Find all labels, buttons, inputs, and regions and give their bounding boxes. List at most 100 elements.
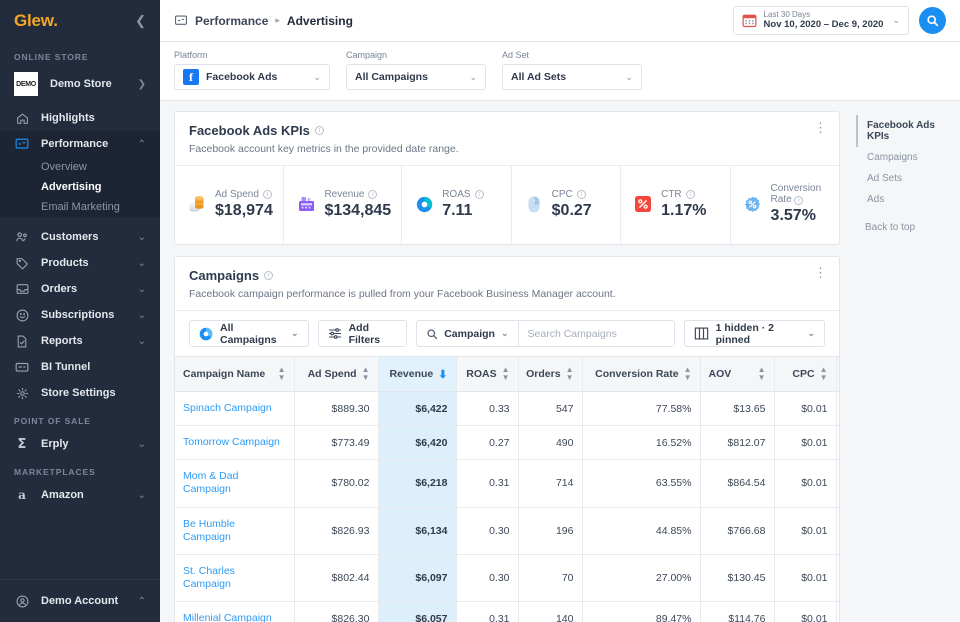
col-cpc[interactable]: CPC ▲ ▼ <box>774 356 837 392</box>
table-row[interactable]: Spinach Campaign $889.30 $6,422 0.33 547… <box>175 391 839 427</box>
sidebar-item-label: Reports <box>41 335 83 347</box>
add-filters-button[interactable]: Add Filters <box>317 320 408 347</box>
main-region: Performance ▸ Advertising Last 30 Days N… <box>160 0 960 622</box>
global-search-button[interactable] <box>919 7 946 34</box>
info-icon[interactable]: i <box>368 189 378 199</box>
app-logo[interactable]: Glew. <box>14 11 58 30</box>
col-conversion-rate[interactable]: Conversion Rate ▲ ▼ <box>582 356 701 392</box>
breadcrumb-current: Advertising <box>286 13 353 28</box>
cell-orders: 547 <box>518 391 583 427</box>
rail-item-ad-sets[interactable]: Ad Sets <box>867 173 903 184</box>
kpi-text: CPC i $0.27 <box>552 189 592 220</box>
info-icon[interactable]: i <box>264 271 274 280</box>
sidebar-item-orders[interactable]: Orders ⌄ <box>0 276 160 302</box>
info-icon[interactable]: i <box>576 189 586 199</box>
top-bar: Performance ▸ Advertising Last 30 Days N… <box>160 0 960 42</box>
kpi-conversion-rate: Conversion Rate i 3.57% <box>731 166 839 244</box>
col-ad-spend[interactable]: Ad Spend ▲ ▼ <box>294 356 379 392</box>
table-body: Spinach Campaign $889.30 $6,422 0.33 547… <box>175 391 839 622</box>
platform-select[interactable]: f Facebook Ads ⌄ <box>174 64 330 90</box>
sidebar-item-store-settings[interactable]: Store Settings <box>0 380 160 406</box>
table-row[interactable]: St. Charles Campaign $802.44 $6,097 0.30… <box>175 554 839 603</box>
sidebar: Glew. ❮ ONLINE STORE DEMO Demo Store ❯ H… <box>0 0 160 622</box>
info-icon[interactable]: i <box>474 189 484 199</box>
cell-orders: 490 <box>518 425 583 461</box>
sidebar-item-customers[interactable]: Customers ⌄ <box>0 224 160 250</box>
col-roas[interactable]: ROAS ▲ ▼ <box>456 356 519 392</box>
search-input[interactable] <box>518 321 674 346</box>
rail-item-ads[interactable]: Ads <box>867 194 885 205</box>
cell-campaign-name[interactable]: Be Humble Campaign <box>175 507 295 555</box>
sidebar-item-label: Subscriptions <box>41 309 115 321</box>
sort-icon: ▲ ▼ <box>757 365 766 382</box>
campaign-select[interactable]: All Campaigns ⌄ <box>346 64 486 90</box>
sidebar-collapse-icon[interactable]: ❮ <box>135 13 146 28</box>
cell-spacer <box>836 601 839 622</box>
table-row[interactable]: Millenial Campaign $826.30 $6,057 0.31 1… <box>175 601 839 622</box>
kpi-row: Ad Spend i $18,974 Revenue i $134,845 <box>175 165 839 244</box>
store-switcher[interactable]: DEMO Demo Store ❯ <box>0 67 160 105</box>
sidebar-item-account[interactable]: Demo Account ⌃ <box>0 588 160 614</box>
columns-button[interactable]: 1 hidden · 2 pinned ⌄ <box>683 320 825 347</box>
table-row[interactable]: Tomorrow Campaign $773.49 $6,420 0.27 49… <box>175 425 839 461</box>
table-row[interactable]: Mom & Dad Campaign $780.02 $6,218 0.31 7… <box>175 459 839 508</box>
cell-campaign-name[interactable]: Millenial Campaign <box>175 601 295 622</box>
cell-roas: 0.31 <box>456 601 519 622</box>
col-aov[interactable]: AOV ▲ ▼ <box>700 356 775 392</box>
sidebar-item-reports[interactable]: Reports ⌄ <box>0 328 160 354</box>
cell-revenue: $6,134 <box>378 507 457 555</box>
info-icon[interactable]: i <box>262 189 272 199</box>
cell-campaign-name[interactable]: Mom & Dad Campaign <box>175 459 295 508</box>
col-orders[interactable]: Orders ▲ ▼ <box>518 356 583 392</box>
users-icon <box>14 230 30 244</box>
date-range-value: Nov 10, 2020 – Dec 9, 2020 <box>763 18 884 30</box>
cell-orders: 714 <box>518 459 583 508</box>
col-revenue[interactable]: Revenue ⬇ <box>378 356 457 392</box>
back-to-top-link[interactable]: Back to top <box>865 222 916 233</box>
ad-set-select[interactable]: All Ad Sets ⌄ <box>502 64 642 90</box>
cell-campaign-name[interactable]: St. Charles Campaign <box>175 554 295 603</box>
sidebar-item-bi-tunnel[interactable]: BI Tunnel <box>0 354 160 380</box>
date-range-picker[interactable]: Last 30 Days Nov 10, 2020 – Dec 9, 2020 … <box>732 6 909 35</box>
sidebar-subitem-email-marketing[interactable]: Email Marketing <box>0 197 160 217</box>
col-spacer <box>836 356 839 392</box>
sort-icon: ▲ ▼ <box>819 365 828 382</box>
sidebar-item-highlights[interactable]: Highlights <box>0 105 160 131</box>
rail-item-campaigns[interactable]: Campaigns <box>867 152 918 163</box>
table-header: Campaign Name ▲ ▼ Ad Spend ▲ ▼ Revenue ⬇ <box>175 356 839 392</box>
table-row[interactable]: Be Humble Campaign $826.93 $6,134 0.30 1… <box>175 507 839 555</box>
sidebar-item-erply[interactable]: Σ Erply ⌄ <box>0 431 160 457</box>
info-icon[interactable]: i <box>685 189 695 199</box>
sidebar-item-amazon[interactable]: a Amazon ⌄ <box>0 482 160 508</box>
card-menu-button[interactable]: ⋮ <box>814 265 827 280</box>
columns-label: 1 hidden · 2 pinned <box>715 321 774 346</box>
col-campaign-name[interactable]: Campaign Name ▲ ▼ <box>175 356 295 392</box>
sidebar-item-subscriptions[interactable]: Subscriptions ⌄ <box>0 302 160 328</box>
all-campaigns-button[interactable]: All Campaigns ⌄ <box>189 320 309 347</box>
top-bar-actions: Last 30 Days Nov 10, 2020 – Dec 9, 2020 … <box>732 6 946 35</box>
kpi-text: Conversion Rate i 3.57% <box>771 183 829 225</box>
campaigns-card: Campaigns i Facebook campaign performanc… <box>174 256 840 622</box>
add-filters-label: Add Filters <box>348 321 381 346</box>
cell-campaign-name[interactable]: Spinach Campaign <box>175 391 295 427</box>
search-scope-label: Campaign <box>444 327 495 340</box>
sidebar-item-performance[interactable]: Performance ⌃ <box>0 131 160 157</box>
sidebar-subitem-advertising[interactable]: Advertising <box>0 177 160 197</box>
cell-ad-spend: $802.44 <box>294 554 379 603</box>
rail-item-facebook-ads-kpis[interactable]: Facebook Ads KPIs <box>856 115 960 147</box>
cell-revenue: $6,420 <box>378 425 457 461</box>
store-name: Demo Store <box>50 78 112 90</box>
monitor-icon <box>14 137 30 151</box>
kpi-value: $134,845 <box>324 201 392 219</box>
sigma-icon: Σ <box>17 436 27 452</box>
card-menu-button[interactable]: ⋮ <box>814 120 827 135</box>
cell-campaign-name[interactable]: Tomorrow Campaign <box>175 425 295 461</box>
breadcrumb-parent[interactable]: Performance <box>195 13 269 28</box>
sidebar-subitem-overview[interactable]: Overview <box>0 157 160 177</box>
search-scope-select[interactable]: Campaign ⌄ <box>417 321 519 346</box>
kpi-value: $0.27 <box>551 201 592 219</box>
card-header: Campaigns i Facebook campaign performanc… <box>175 257 839 310</box>
info-icon[interactable]: i <box>794 196 804 205</box>
info-icon[interactable]: i <box>314 126 324 135</box>
sidebar-item-products[interactable]: Products ⌄ <box>0 250 160 276</box>
